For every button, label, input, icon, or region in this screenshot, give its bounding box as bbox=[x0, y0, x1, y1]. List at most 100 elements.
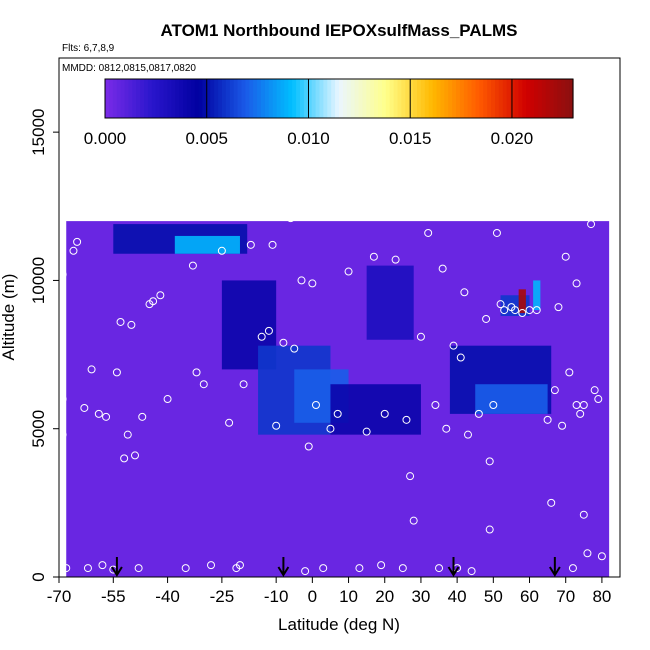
colorbar-cell bbox=[506, 79, 512, 118]
colorbar-cell bbox=[190, 79, 196, 118]
colorbar-cell bbox=[413, 79, 418, 118]
colorbar-cell bbox=[389, 79, 395, 118]
flight-point bbox=[73, 237, 82, 246]
flight-point bbox=[59, 430, 67, 439]
colorbar-tick-label: 0.015 bbox=[389, 129, 432, 148]
colorbar-cell bbox=[311, 79, 317, 118]
flight-point bbox=[149, 297, 158, 306]
flights-note: Flts: 6,7,8,9 bbox=[62, 43, 115, 54]
colorbar-cell bbox=[424, 79, 430, 118]
colorbar-cell bbox=[354, 79, 360, 118]
colorbar-cell bbox=[358, 79, 363, 118]
colorbar-cell bbox=[491, 79, 496, 118]
flight-point bbox=[94, 409, 103, 418]
colorbar-cell bbox=[296, 79, 301, 118]
flight-point bbox=[391, 255, 400, 264]
colorbar-cell bbox=[440, 79, 445, 118]
colorbar-cell bbox=[452, 79, 457, 118]
colorbar-cell bbox=[463, 79, 469, 118]
flight-point bbox=[301, 567, 310, 576]
heatmap-cell bbox=[174, 235, 240, 254]
flight-point bbox=[532, 306, 541, 315]
flight-point bbox=[344, 267, 353, 276]
colorbar-cell bbox=[569, 79, 574, 118]
flight-arrow-head bbox=[447, 566, 460, 577]
flight-point bbox=[80, 403, 89, 412]
x-tick-label: 20 bbox=[375, 587, 394, 606]
heatmap-cell bbox=[366, 265, 414, 340]
colorbar-cell bbox=[280, 79, 285, 118]
flight-point bbox=[239, 380, 248, 389]
dates-note: MMDD: 0812,0815,0817,0820 bbox=[62, 63, 196, 74]
colorbar-cell bbox=[264, 79, 270, 118]
flight-point bbox=[579, 510, 588, 519]
flight-arrow-head bbox=[277, 566, 290, 577]
colorbar-cell bbox=[456, 79, 461, 118]
flight-point bbox=[217, 246, 226, 255]
x-tick-label: -40 bbox=[155, 587, 180, 606]
flight-point bbox=[558, 421, 567, 430]
colorbar-cell bbox=[467, 79, 473, 118]
flight-point bbox=[561, 252, 570, 261]
x-tick-label: -25 bbox=[210, 587, 235, 606]
flight-point bbox=[308, 279, 317, 288]
colorbar-cell bbox=[409, 79, 414, 118]
colorbar-cell bbox=[300, 79, 305, 118]
colorbar-cell bbox=[155, 79, 161, 118]
colorbar-cell bbox=[268, 79, 274, 118]
flight-point bbox=[416, 332, 425, 341]
colorbar-cell bbox=[502, 79, 508, 118]
flight-arrow-head bbox=[549, 566, 561, 577]
flight-point bbox=[311, 400, 320, 409]
colorbar-cell bbox=[108, 79, 114, 118]
flight-point bbox=[456, 353, 465, 362]
flight-point bbox=[156, 291, 165, 300]
flight-point bbox=[83, 564, 92, 573]
flight-point bbox=[438, 264, 447, 273]
x-tick-label: -70 bbox=[47, 587, 72, 606]
colorbar-cell bbox=[159, 79, 165, 118]
flight-point bbox=[127, 320, 136, 329]
colorbar-cell bbox=[167, 79, 172, 118]
flight-point bbox=[69, 246, 78, 255]
flight-point bbox=[59, 395, 67, 404]
colorbar-cell bbox=[331, 79, 336, 118]
colorbar-cell bbox=[448, 79, 453, 118]
flight-point bbox=[87, 365, 96, 374]
colorbar-cell bbox=[444, 79, 449, 118]
flight-point bbox=[550, 386, 559, 395]
flight-point bbox=[492, 228, 501, 237]
flight-point bbox=[547, 498, 556, 507]
flight-point bbox=[442, 424, 451, 433]
flight-point bbox=[304, 442, 313, 451]
colorbar-cell bbox=[405, 79, 410, 118]
flight-point bbox=[131, 451, 140, 460]
y-tick-label: 10000 bbox=[29, 257, 48, 304]
flight-point bbox=[188, 261, 197, 270]
colorbar-cell bbox=[537, 79, 543, 118]
colorbar-cell bbox=[257, 79, 262, 118]
y-axis: 0 5000 10000 15000 bbox=[29, 109, 59, 582]
colorbar-cell bbox=[183, 79, 188, 118]
colorbar-cell bbox=[514, 79, 519, 118]
flight-point bbox=[369, 252, 378, 261]
flight-point bbox=[511, 306, 520, 315]
colorbar-cell bbox=[498, 79, 504, 118]
colorbar-cell bbox=[471, 79, 477, 118]
flight-point bbox=[543, 415, 552, 424]
colorbar-cell bbox=[307, 79, 313, 118]
colorbar: 0.000 0.005 0.010 0.015 0.020 bbox=[84, 78, 574, 148]
plot-frame bbox=[58, 57, 621, 578]
colorbar-cell bbox=[487, 79, 492, 118]
colorbar-cell bbox=[233, 79, 239, 118]
flight-point bbox=[554, 303, 563, 312]
flight-point bbox=[134, 564, 143, 573]
flight-point bbox=[235, 561, 244, 570]
colorbar-cell bbox=[432, 79, 438, 118]
flight-point bbox=[355, 564, 364, 573]
flight-point bbox=[597, 552, 606, 561]
colorbar-cell bbox=[553, 79, 558, 118]
flight-point bbox=[257, 332, 266, 341]
heatmap-field bbox=[66, 221, 610, 577]
colorbar-cell bbox=[261, 79, 266, 118]
